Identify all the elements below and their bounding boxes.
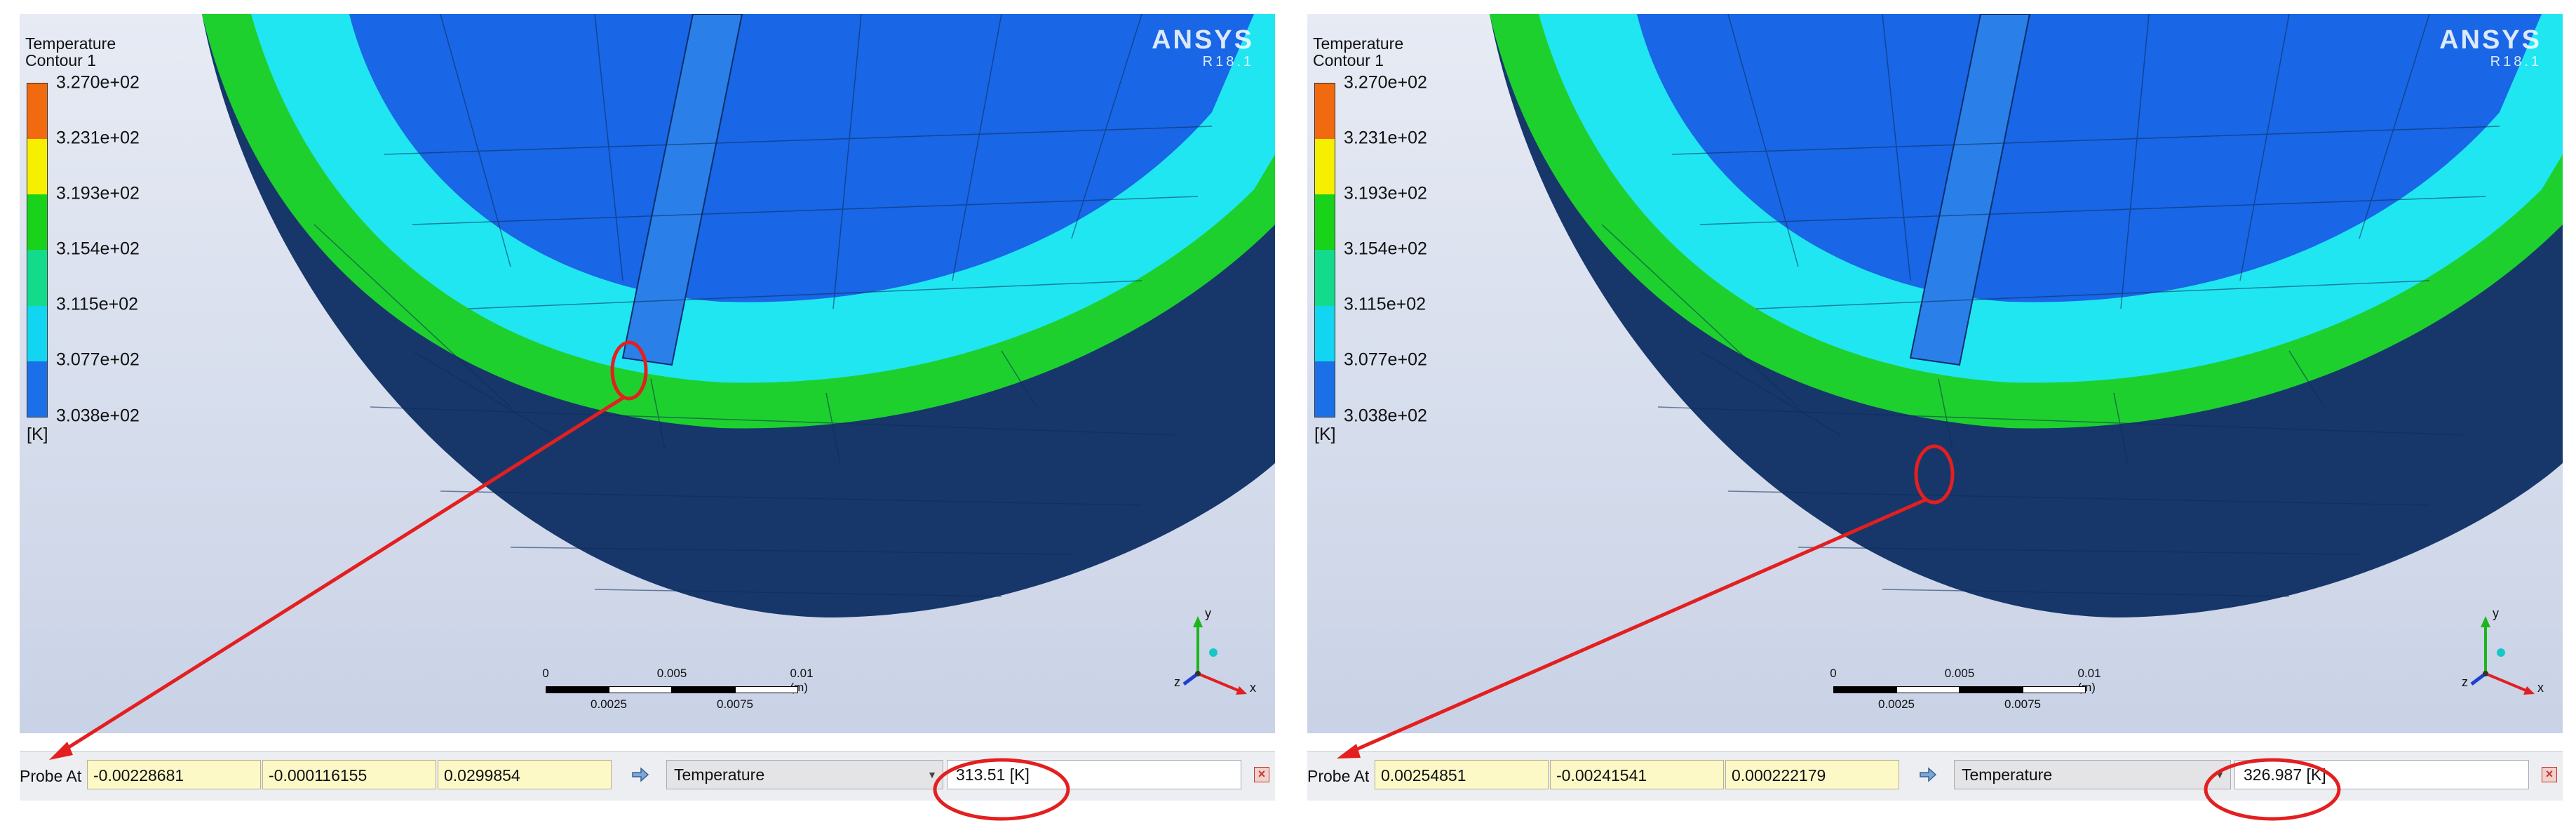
ansys-logo: ANSYS R18.1 xyxy=(2439,25,2542,69)
probe-toolbar: Probe At -0.00228681 -0.000116155 0.0299… xyxy=(20,751,1275,801)
probe-variable-select[interactable]: Temperature ▼ xyxy=(666,760,943,789)
probe-arrow-icon[interactable] xyxy=(630,764,651,785)
legend-label: 3.270e+02 xyxy=(1344,72,1427,93)
probe-x-field[interactable]: 0.00254851 xyxy=(1375,760,1549,789)
legend-label: 3.154e+02 xyxy=(56,239,140,259)
chevron-down-icon: ▼ xyxy=(927,769,937,780)
chevron-down-icon: ▼ xyxy=(2215,769,2225,780)
scale-tick: 0 xyxy=(542,667,549,680)
legend-title: Temperature Contour 1 xyxy=(25,35,116,69)
probe-toolbar: Probe At 0.00254851 -0.00241541 0.000222… xyxy=(1307,751,2563,801)
scale-tick: 0.01 (m) xyxy=(790,667,814,694)
axis-label-x: x xyxy=(2537,681,2544,695)
legend-color-bar xyxy=(1314,83,1335,417)
contour-scene xyxy=(202,14,1275,617)
scale-tick: 0.0025 xyxy=(1878,697,1915,711)
legend-swatch xyxy=(1315,361,1335,417)
scale-tick: 0.005 xyxy=(1944,667,1975,680)
scale-tick: 0.0075 xyxy=(717,697,753,711)
ansys-logo: ANSYS R18.1 xyxy=(1152,25,1254,69)
legend-label: 3.038e+02 xyxy=(1344,406,1427,426)
legend-unit: [K] xyxy=(27,425,48,444)
probe-y-field[interactable]: -0.000116155 xyxy=(262,760,436,789)
axis-label-z: z xyxy=(2462,675,2468,689)
legend-title-variable: Temperature xyxy=(1313,34,1404,53)
legend-unit: [K] xyxy=(1314,425,1336,444)
legend-swatch xyxy=(1315,305,1335,361)
scale-tick: 0.005 xyxy=(656,667,687,680)
scale-tick: 0.0025 xyxy=(591,697,627,711)
legend-swatch xyxy=(27,139,47,195)
axis-label-z: z xyxy=(1174,675,1180,689)
axis-label-y: y xyxy=(1205,606,1211,620)
contour-scene xyxy=(1490,14,2563,617)
graphics-viewport[interactable]: Temperature Contour 1 3.270e+02 3.231e+0… xyxy=(20,14,1275,733)
result-panel-left: Temperature Contour 1 3.270e+02 3.231e+0… xyxy=(0,0,1278,835)
legend-label: 3.231e+02 xyxy=(1344,128,1427,148)
close-icon[interactable]: × xyxy=(1254,767,1269,782)
probe-z-field[interactable]: 0.000222179 xyxy=(1725,760,1899,789)
scale-bar: 0 0.005 0.01 (m) 0.0025 0.0075 xyxy=(532,667,814,723)
close-icon[interactable]: × xyxy=(2542,767,2557,782)
legend-label: 3.115e+02 xyxy=(1344,294,1427,314)
legend-label: 3.231e+02 xyxy=(56,128,140,148)
legend-label: 3.077e+02 xyxy=(56,349,140,370)
graphics-viewport[interactable]: Temperature Contour 1 3.270e+02 3.231e+0… xyxy=(1307,14,2563,733)
axis-triad-icon: y x z xyxy=(2462,606,2544,695)
legend-swatch xyxy=(1315,250,1335,306)
probe-value-field: 313.51 [K] xyxy=(947,760,1241,789)
legend-swatch xyxy=(27,84,47,140)
probe-label: Probe At xyxy=(20,767,82,785)
result-panel-right: Temperature Contour 1 3.270e+02 3.231e+0… xyxy=(1288,0,2565,835)
probe-value-field: 326.987 [K] xyxy=(2234,760,2529,789)
legend-swatch xyxy=(27,361,47,417)
legend-swatch xyxy=(27,305,47,361)
axis-label-y: y xyxy=(2493,606,2499,620)
probe-label: Probe At xyxy=(1307,767,1370,785)
scale-tick: 0.0075 xyxy=(2004,697,2041,711)
legend-title: Temperature Contour 1 xyxy=(1313,35,1403,69)
legend-title-contour: Contour 1 xyxy=(25,51,97,69)
legend-title-contour: Contour 1 xyxy=(1313,51,1384,69)
legend-label: 3.270e+02 xyxy=(56,72,140,93)
probe-variable-select[interactable]: Temperature ▼ xyxy=(1954,760,2231,789)
legend-swatch xyxy=(1315,139,1335,195)
probe-x-field[interactable]: -0.00228681 xyxy=(87,760,261,789)
legend-color-bar xyxy=(27,83,48,417)
legend-swatch xyxy=(1315,194,1335,250)
probe-arrow-icon[interactable] xyxy=(1917,764,1938,785)
axis-triad-icon: y x z xyxy=(1174,606,1256,695)
legend-title-variable: Temperature xyxy=(25,34,116,53)
scale-tick: 0 xyxy=(1830,667,1837,680)
probe-y-field[interactable]: -0.00241541 xyxy=(1550,760,1724,789)
legend-swatch xyxy=(1315,84,1335,140)
probe-z-field[interactable]: 0.0299854 xyxy=(438,760,612,789)
legend-label: 3.077e+02 xyxy=(1344,349,1427,370)
legend-label: 3.038e+02 xyxy=(56,406,140,426)
legend-label: 3.193e+02 xyxy=(1344,183,1427,203)
legend-swatch xyxy=(27,250,47,306)
legend-label: 3.115e+02 xyxy=(56,294,139,314)
legend-label: 3.154e+02 xyxy=(1344,239,1427,259)
legend-label: 3.193e+02 xyxy=(56,183,140,203)
axis-label-x: x xyxy=(1250,681,1256,695)
scale-bar: 0 0.005 0.01 (m) 0.0025 0.0075 xyxy=(1819,667,2100,723)
legend-swatch xyxy=(27,194,47,250)
